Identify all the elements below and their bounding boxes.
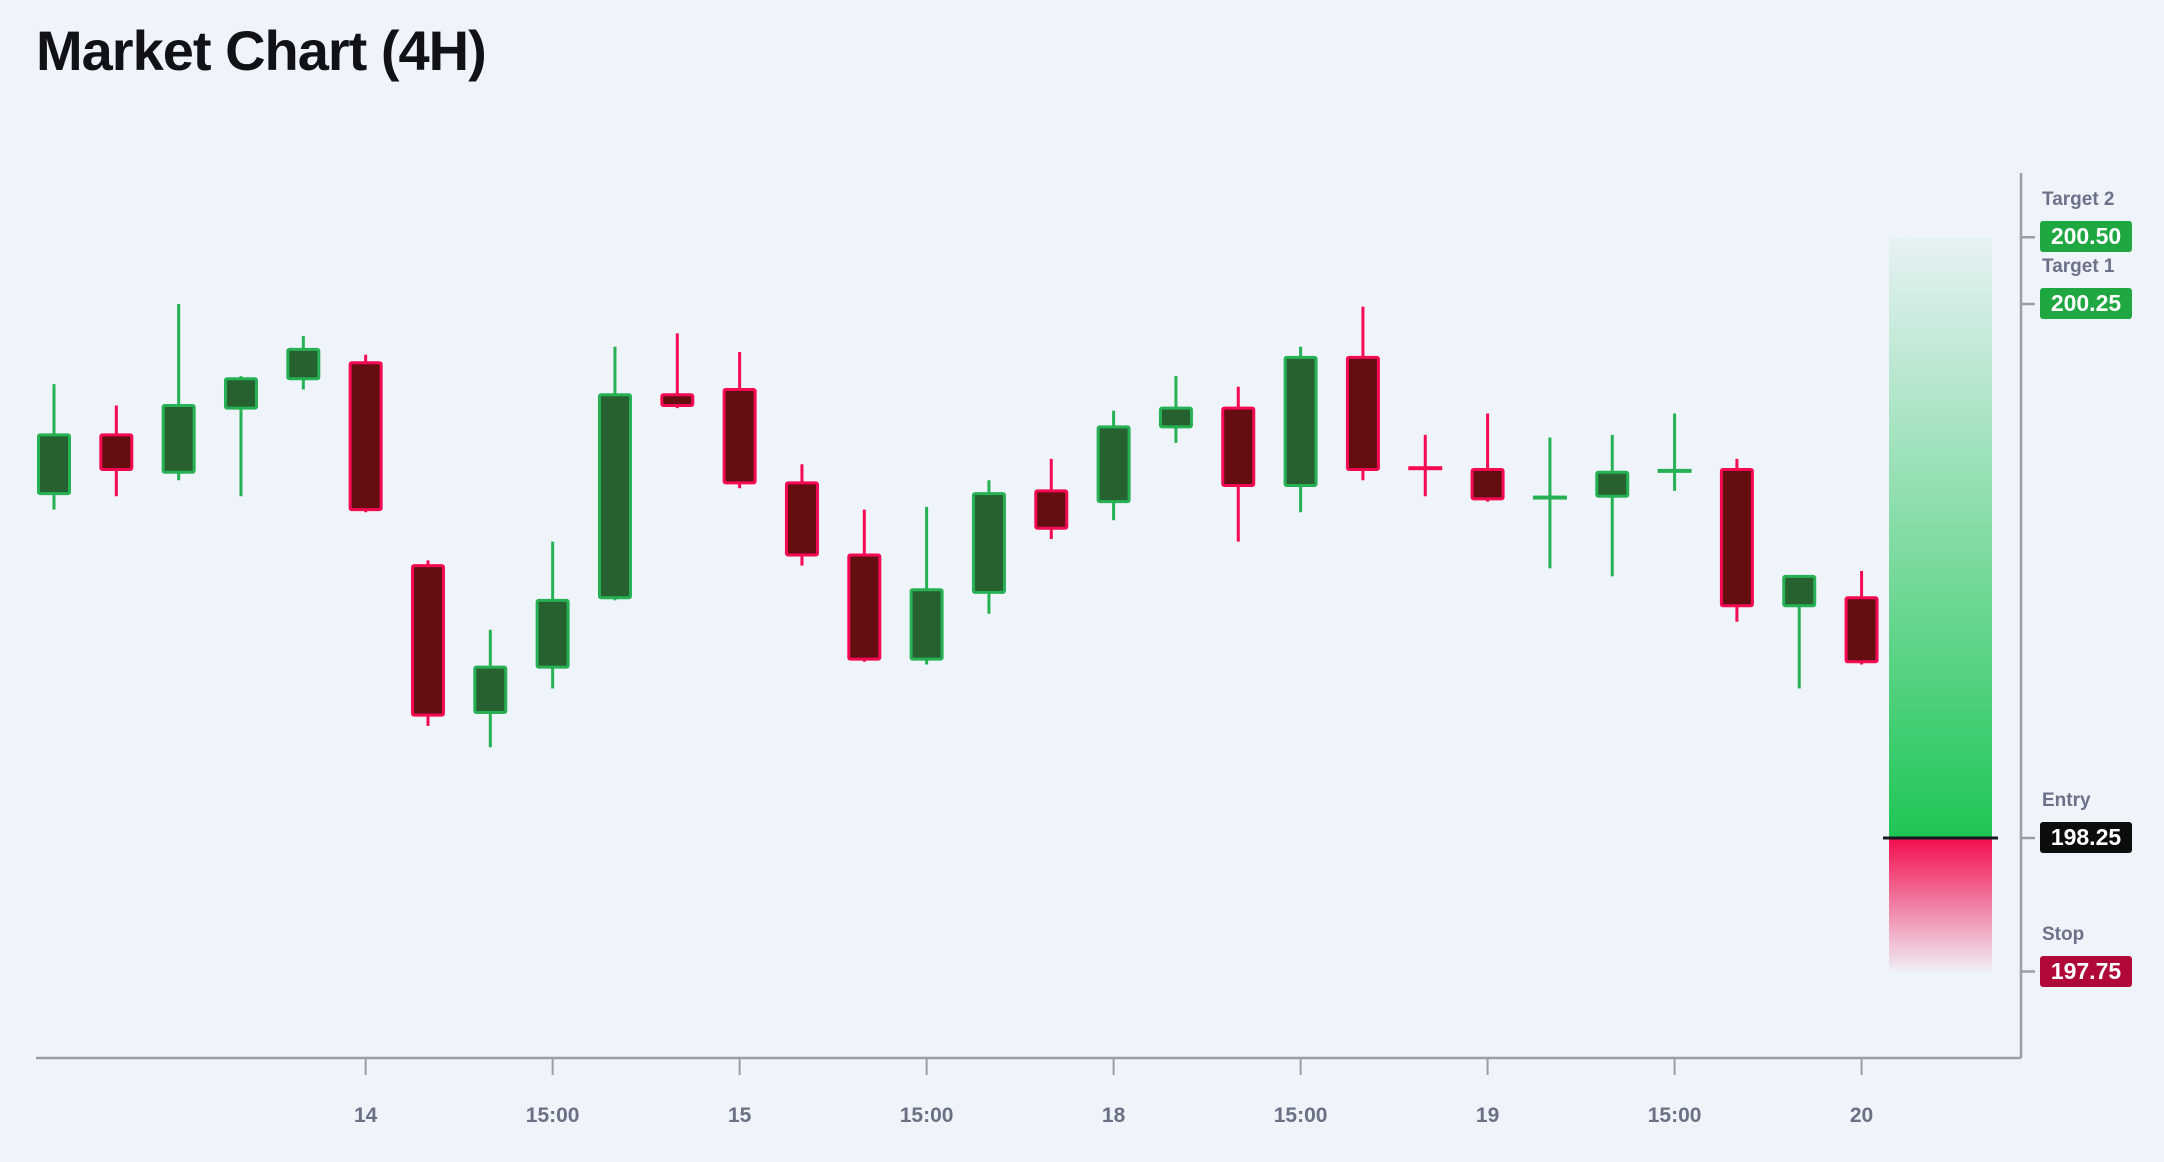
candle-body xyxy=(847,553,882,661)
candle-body xyxy=(1283,355,1318,488)
candle-body xyxy=(410,564,445,717)
candle-body xyxy=(660,393,695,407)
candle-body xyxy=(473,665,508,715)
candle-body-doji xyxy=(1532,495,1567,500)
x-tick-label: 19 xyxy=(1476,1104,1499,1127)
candle-body xyxy=(1345,355,1380,472)
level-target2: Target 2 200.50 xyxy=(2040,189,2164,253)
x-tick-label: 15:00 xyxy=(526,1104,580,1127)
candle-body-doji xyxy=(1657,468,1692,473)
candle-body xyxy=(1782,574,1817,608)
candle-body xyxy=(99,433,134,472)
candle-body xyxy=(535,598,570,669)
candle-body xyxy=(909,588,944,661)
x-tick-label: 15 xyxy=(728,1104,752,1127)
level-label-target1: Target 1 xyxy=(2042,256,2115,277)
x-tick-label: 20 xyxy=(1850,1104,1873,1127)
x-tick-label: 18 xyxy=(1102,1104,1126,1127)
loss-zone xyxy=(1889,838,1992,972)
candle-body xyxy=(722,387,757,485)
level-value-badge-stop: 197.75 xyxy=(2040,955,2132,987)
candle-body xyxy=(37,433,71,496)
level-value-badge-target2: 200.50 xyxy=(2040,221,2132,253)
candle-body-doji xyxy=(1408,466,1443,471)
candle-body xyxy=(223,377,258,410)
candle-body xyxy=(1595,470,1630,498)
level-value-badge-target1: 200.25 xyxy=(2040,288,2132,319)
x-tick-label: 15:00 xyxy=(1274,1104,1328,1127)
candle-body xyxy=(1719,468,1754,608)
candle-body xyxy=(971,492,1006,594)
profit-zone xyxy=(1889,237,1992,838)
x-tick-label: 14 xyxy=(354,1104,378,1127)
level-label-stop: Stop xyxy=(2042,923,2085,945)
candle-body xyxy=(161,403,196,474)
level-target1: Target 1 200.25 xyxy=(2040,256,2164,319)
candle-body xyxy=(348,361,383,512)
candle-body xyxy=(1034,489,1069,530)
page-title: Market Chart (4H) xyxy=(36,19,487,82)
level-stop: Stop 197.75 xyxy=(2040,924,2164,987)
candle-body xyxy=(784,481,819,557)
candle-body xyxy=(1470,468,1505,501)
level-label-entry: Entry xyxy=(2042,790,2091,811)
level-entry: Entry 198.25 xyxy=(2040,790,2164,853)
candle-body xyxy=(286,347,321,381)
candle-body xyxy=(597,393,632,600)
candle-body xyxy=(1158,406,1193,429)
candle-body xyxy=(1844,596,1879,664)
level-value-badge-entry: 198.25 xyxy=(2040,822,2132,853)
x-tick-label: 15:00 xyxy=(1648,1104,1702,1127)
level-label-target2: Target 2 xyxy=(2042,189,2115,211)
candle-body xyxy=(1096,425,1131,504)
x-tick-label: 15:00 xyxy=(900,1104,954,1127)
candle-body xyxy=(1221,406,1256,488)
